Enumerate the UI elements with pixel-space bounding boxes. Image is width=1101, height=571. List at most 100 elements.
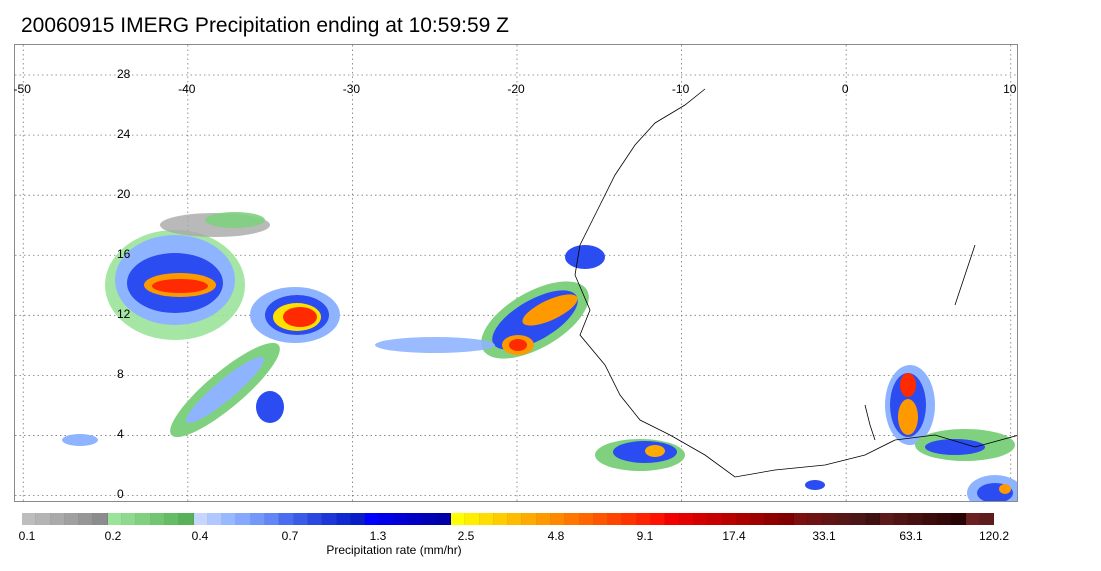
colorbar-box (593, 513, 609, 525)
colorbar-box (751, 513, 766, 525)
lat-tick-label: 0 (117, 487, 124, 502)
colorbar-box (379, 513, 394, 525)
lat-tick-label: 12 (117, 307, 131, 322)
colorbar-tick-label: 9.1 (636, 529, 654, 543)
colorbar-box (64, 513, 80, 525)
colorbar-box (393, 513, 409, 525)
colorbar-box (550, 513, 566, 525)
colorbar-box (293, 513, 308, 525)
colorbar-box (436, 513, 451, 525)
colorbar-box (679, 513, 694, 525)
coastline (574, 88, 1017, 478)
colorbar-box (150, 513, 165, 525)
colorbar-tick-label: 1.3 (369, 529, 387, 543)
colorbar-box (322, 513, 337, 525)
lon-tick-label: -10 (671, 82, 690, 96)
colorbar-box (479, 513, 494, 525)
colorbar-box (179, 513, 194, 525)
colorbar-tick-label: 0.2 (104, 529, 122, 543)
colorbar-box (408, 513, 423, 525)
colorbar-box (93, 513, 108, 525)
colorbar-box (865, 513, 880, 525)
colorbar-box (779, 513, 795, 525)
colorbar-box (965, 513, 980, 525)
colorbar-box (207, 513, 223, 525)
lon-tick-label: 10 (1003, 82, 1017, 96)
colorbar-box (736, 513, 752, 525)
colorbar-box (265, 513, 280, 525)
colorbar-box (708, 513, 723, 525)
colorbar-box (765, 513, 780, 525)
colorbar-box (136, 513, 151, 525)
colorbar-box (107, 513, 123, 525)
precipitation-field (62, 212, 1017, 501)
colorbar-tick-label: 63.1 (899, 529, 923, 543)
colorbar-box (307, 513, 323, 525)
colorbar-box (365, 513, 380, 525)
colorbar-box (608, 513, 623, 525)
colorbar-box (336, 513, 351, 525)
colorbar-tick-label: 4.8 (547, 529, 565, 543)
colorbar-box (122, 513, 137, 525)
colorbar-box (651, 513, 666, 525)
colorbar-box (908, 513, 923, 525)
lat-tick-label: 20 (117, 187, 131, 202)
colorbar-title: Precipitation rate (mm/hr) (326, 543, 462, 557)
colorbar-box (722, 513, 737, 525)
colorbar (22, 513, 995, 525)
colorbar-box (350, 513, 366, 525)
colorbar-box (794, 513, 809, 525)
colorbar-box (636, 513, 652, 525)
colorbar-box (851, 513, 866, 525)
colorbar-tick-label: 0.4 (191, 529, 209, 543)
colorbar-box (508, 513, 523, 525)
colorbar-box (465, 513, 480, 525)
lat-tick-label: 24 (117, 127, 131, 142)
colorbar-box (36, 513, 51, 525)
lat-tick-label: 28 (117, 67, 131, 82)
colorbar-box (164, 513, 180, 525)
colorbar-box (450, 513, 466, 525)
colorbar-box (79, 513, 94, 525)
colorbar-box (50, 513, 65, 525)
lon-tick-label: -30 (342, 82, 361, 96)
colorbar-box (937, 513, 952, 525)
colorbar-box (879, 513, 895, 525)
colorbar-box (622, 513, 637, 525)
colorbar-box (250, 513, 266, 525)
lon-tick-label: -20 (507, 82, 525, 96)
lon-tick-label: 0 (841, 82, 849, 96)
colorbar-box (279, 513, 294, 525)
colorbar-box (693, 513, 709, 525)
colorbar-tick-label: 33.1 (812, 529, 836, 543)
map-panel (14, 44, 1018, 502)
colorbar-box (236, 513, 251, 525)
colorbar-box (894, 513, 909, 525)
colorbar-box (951, 513, 966, 525)
colorbar-box (979, 513, 995, 525)
colorbar-box (536, 513, 551, 525)
colorbar-box (193, 513, 208, 525)
colorbar-box (522, 513, 537, 525)
colorbar-box (422, 513, 437, 525)
colorbar-box (579, 513, 594, 525)
lon-tick-label: -40 (178, 82, 196, 96)
page-title: 20060915 IMERG Precipitation ending at 1… (21, 14, 509, 37)
colorbar-box (836, 513, 852, 525)
colorbar-box (222, 513, 237, 525)
colorbar-box (808, 513, 823, 525)
colorbar-tick-label: 0.1 (18, 529, 36, 543)
precipitation-map (15, 45, 1017, 501)
colorbar-box (565, 513, 580, 525)
colorbar-tick-label: 17.4 (722, 529, 746, 543)
colorbar-box (822, 513, 837, 525)
colorbar-box (22, 513, 37, 525)
colorbar-box (493, 513, 509, 525)
colorbar-tick-label: 2.5 (457, 529, 475, 543)
lat-tick-label: 16 (117, 247, 131, 262)
colorbar-box (665, 513, 680, 525)
colorbar-tick-label: 120.2 (978, 529, 1010, 543)
lat-tick-label: 8 (117, 367, 124, 382)
lon-tick-label: -50 (13, 82, 31, 96)
lat-tick-label: 4 (117, 427, 124, 442)
